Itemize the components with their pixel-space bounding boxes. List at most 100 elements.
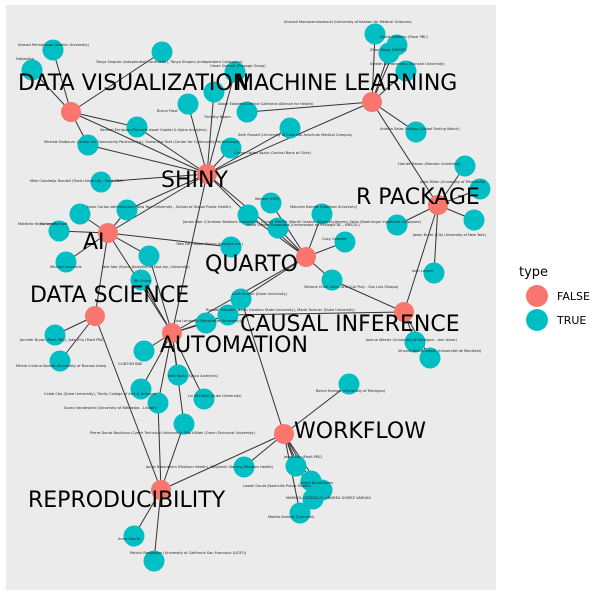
person-node-p9 <box>77 134 99 156</box>
person-node-p4 <box>224 61 246 83</box>
legend-swatch-true <box>526 309 548 331</box>
edge-auto-p30 <box>148 255 173 334</box>
topic-node-causal <box>394 302 414 322</box>
person-node-p8 <box>126 116 148 138</box>
person-node-p28 <box>267 217 289 239</box>
person-node-p34 <box>423 262 445 284</box>
person-label-p18: Josia Miller (University of Minnesota) <box>419 180 486 184</box>
person-node-p30 <box>138 245 160 267</box>
edge-ai-p31 <box>107 232 232 248</box>
topic-node-ml <box>362 92 382 112</box>
person-label-p55: Medha Kamble (Comcast) <box>268 515 315 519</box>
topic-node-dataviz <box>61 102 81 122</box>
person-node-p3 <box>151 41 173 63</box>
person-node-p29 <box>55 251 77 273</box>
legend-label-true: TRUE <box>556 314 586 327</box>
edge-workflow-p35 <box>240 298 285 435</box>
person-label-p13: David Hoffman (Pozzi PBC) <box>380 35 429 39</box>
person-node-p14 <box>378 42 400 64</box>
person-node-p5 <box>177 93 199 115</box>
person-label-p28: Lucas Vilelas Scharpless (Universidad de… <box>246 223 360 227</box>
edge-shiny-p22 <box>126 173 208 211</box>
person-node-p37 <box>321 269 343 291</box>
person-node-p45 <box>167 364 189 386</box>
person-label-p11: Carlos Cortes Ayala (Central Bank of Chi… <box>234 151 312 155</box>
person-node-p17 <box>454 155 476 177</box>
edge-repro-p57 <box>153 489 162 562</box>
topic-node-rpkg <box>428 195 448 215</box>
person-node-p2 <box>21 59 43 81</box>
person-label-p27: Malcolm Barrett (Stanford University) <box>290 205 358 209</box>
person-node-p31 <box>220 236 242 258</box>
person-label-p14: Zhan Wang (NHSSP) <box>370 48 407 52</box>
topic-node-workflow <box>274 424 294 444</box>
person-node-p15 <box>395 60 417 82</box>
person-label-p46: Caleb Cho (Duke University), Trinity Col… <box>44 392 157 396</box>
person-label-p50: Jacob Rosenblum (Positron Health), Benja… <box>145 465 274 469</box>
person-node-p47 <box>193 388 215 410</box>
person-node-p24 <box>69 203 91 225</box>
person-label-p8: Samuel Enriquez (Pinnacle Asset Capital … <box>100 128 207 132</box>
edge-rpkg-p34 <box>433 204 439 274</box>
person-node-p56 <box>123 525 145 547</box>
person-node-p16 <box>405 121 427 143</box>
person-label-p54: MARISOL CARDULLO, ANDREA GOMEZ VARGAS <box>286 496 372 500</box>
person-node-p40 <box>195 312 217 334</box>
person-label-p43: Vincent Arel-Bundock (Université de Mont… <box>398 349 482 353</box>
person-label-p41: CLINTON BAE <box>118 362 143 366</box>
person-label-p21: Mike Catalmija Rundell (Posit University… <box>30 179 124 183</box>
person-label-p31: Take De Kleppe (Sysco Analytics Inc.) <box>175 242 244 246</box>
edge-shiny-p5 <box>187 103 208 175</box>
edge-ds-repro <box>94 315 162 491</box>
person-node-p54 <box>302 488 324 510</box>
edge-workflow-repro <box>160 433 285 491</box>
person-node-p27 <box>311 203 333 225</box>
edge-dataviz-shiny <box>70 111 208 175</box>
topic-node-quarto <box>296 247 316 267</box>
edge-ai-ds <box>94 232 109 317</box>
person-node-p26 <box>260 192 282 214</box>
person-label-p20: Jason Bryer (City University of New York… <box>412 233 487 237</box>
person-node-p44 <box>338 373 360 395</box>
edge-causal-p36 <box>227 311 405 316</box>
person-label-p9: Michele Dalbourn (Center for Community P… <box>44 140 240 144</box>
legend-title: type <box>519 265 548 280</box>
legend-swatch-false <box>526 285 548 307</box>
topic-node-auto <box>162 323 182 343</box>
topic-label-ds: DATA SCIENCE <box>30 283 189 308</box>
person-node-p21 <box>90 171 112 193</box>
person-node-p1 <box>42 39 64 61</box>
edge-auto-p48 <box>157 332 173 404</box>
person-label-p36: Rundell Maxwell (North Carolina State Un… <box>206 308 355 312</box>
person-label-p45: Alex Kurtz (Sysco Analytics) <box>168 374 219 378</box>
person-label-p52: Lowell Gould (Nashville Public Health) <box>243 484 312 488</box>
person-label-p34: Ivan Larsen <box>412 269 433 273</box>
edge-shiny-p21 <box>100 173 208 183</box>
person-label-p10: Seth Russell (University of Colorado Ans… <box>238 133 353 137</box>
person-node-p38 <box>44 324 66 346</box>
topic-label-repro: REPRODUCIBILITY <box>28 488 226 513</box>
topic-label-shiny: SHINY <box>161 168 228 193</box>
legend: type FALSE TRUE <box>519 265 590 331</box>
person-node-p6 <box>236 101 258 123</box>
topic-node-shiny <box>197 164 217 184</box>
person-node-p43 <box>419 347 441 369</box>
person-label-p44: Bernd Hansen (University of Michigan) <box>316 389 386 393</box>
topic-node-ds <box>85 306 105 326</box>
edge-shiny-p7 <box>206 91 215 175</box>
topic-label-ml: MACHINE LEARNING <box>235 71 457 96</box>
person-label-p7: Timothy Basen <box>203 115 231 119</box>
topic-label-workflow: WORKFLOW <box>294 419 426 444</box>
edge-ml-p6 <box>246 101 373 113</box>
person-node-p41 <box>133 340 155 362</box>
person-label-p48: Susan Vandestein (University of Nebraska… <box>64 406 158 410</box>
topic-label-dataviz: DATA VISUALIZATION <box>18 71 249 96</box>
edge-shiny-ai <box>107 173 208 234</box>
edge-quarto-p26 <box>270 202 307 258</box>
person-node-p11 <box>220 137 242 159</box>
person-label-p30: Jake Ade (Sysco Analytics of East Jay, U… <box>101 265 190 269</box>
person-node-p51 <box>285 455 307 477</box>
person-node-p57 <box>143 550 165 572</box>
person-node-p46 <box>130 378 152 400</box>
topic-node-repro <box>151 480 171 500</box>
